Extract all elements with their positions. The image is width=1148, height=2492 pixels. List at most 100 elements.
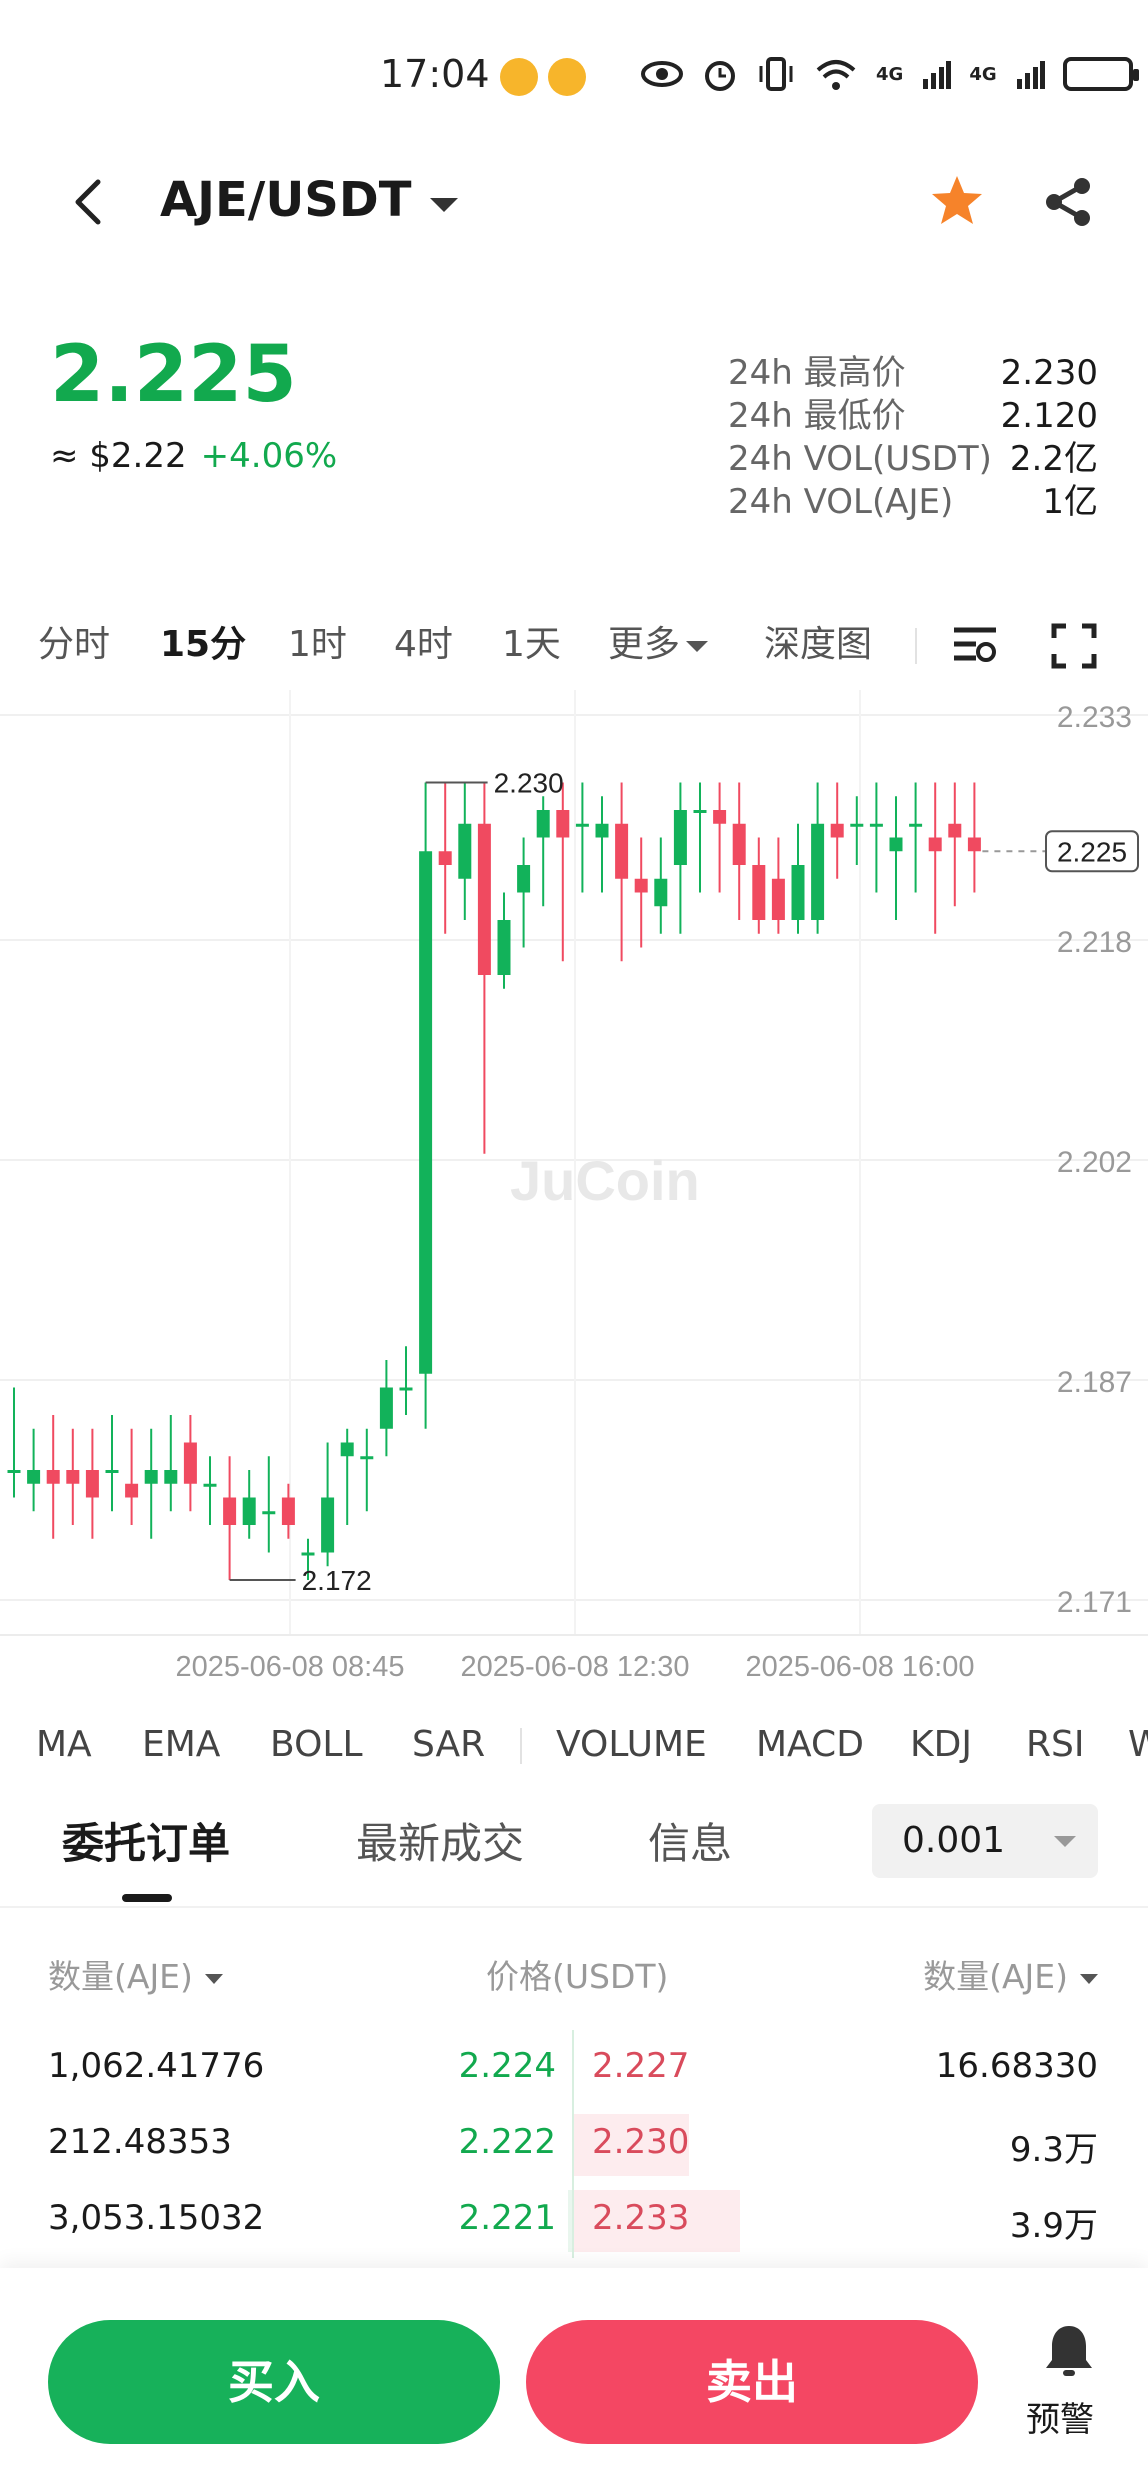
indicator-wr[interactable]: WR (1128, 1724, 1148, 1765)
candle-body (536, 810, 550, 838)
ask-qty-header[interactable]: 数量(AJE) (923, 1950, 1098, 1998)
stat-label: 24h VOL(USDT) (728, 439, 992, 479)
candle-body (830, 823, 844, 838)
sell-button[interactable]: 卖出 (526, 2320, 978, 2444)
interval-tab-1d[interactable]: 1天 (502, 624, 561, 665)
status-icons: 4G 4G (640, 56, 1139, 92)
candle-body (850, 823, 864, 827)
price-alert-button[interactable]: 预警 (1010, 2320, 1130, 2460)
y-tick-label: 2.202 (1057, 1146, 1132, 1179)
high-marker-label: 2.230 (494, 768, 564, 799)
candle-body (66, 1470, 80, 1484)
y-tick-label: 2.233 (1057, 701, 1132, 734)
pair-title[interactable]: AJE/USDT (160, 172, 412, 228)
y-tick-label: 2.187 (1057, 1366, 1132, 1399)
indicator-settings-icon[interactable] (950, 622, 1000, 668)
indicator-sar[interactable]: SAR (412, 1724, 486, 1765)
favorite-star-icon[interactable] (928, 172, 986, 230)
mid-divider (572, 2182, 574, 2258)
indicator-kdj[interactable]: KDJ (910, 1724, 972, 1765)
candle-body (556, 810, 570, 838)
last-price: 2.225 (50, 330, 297, 420)
battery-icon (1062, 57, 1139, 91)
current-price-tag (1045, 830, 1139, 873)
bid-depth-bar (568, 2190, 574, 2252)
interval-tab-1h[interactable]: 1时 (288, 624, 347, 665)
stat-value: 1亿 (1042, 482, 1098, 522)
interval-tab-15m[interactable]: 15分 (160, 624, 247, 665)
fullscreen-icon[interactable] (1050, 622, 1098, 670)
tab-order-book[interactable]: 委托订单 (62, 1819, 231, 1868)
bid-price: 2.224 (458, 2046, 556, 2086)
bid-qty-header-label: 数量(AJE) (48, 1957, 193, 1996)
candle-body (262, 1511, 276, 1515)
candle-body (144, 1470, 158, 1484)
divider (915, 628, 917, 664)
status-time: 17:04 (380, 52, 490, 96)
candle-body (203, 1483, 217, 1487)
candlestick-chart[interactable]: JuCoin 2.233 2.218 2.202 2.187 2.171 2025-06… (0, 690, 1148, 1690)
tab-latest-trades[interactable]: 最新成交 (356, 1819, 525, 1868)
alert-label: 预警 (1026, 2400, 1094, 2440)
ask-qty: 3.9万 (1009, 2206, 1098, 2246)
candle-body (27, 1470, 41, 1484)
interval-tab-depth[interactable]: 深度图 (764, 624, 873, 665)
bid-price: 2.222 (458, 2122, 556, 2162)
indicator-volume[interactable]: VOLUME (556, 1724, 707, 1765)
candles (7, 782, 981, 1580)
eye-icon (641, 61, 683, 87)
candle-body (575, 823, 589, 827)
stat-label: 24h 最低价 (728, 396, 906, 436)
candle-body (183, 1442, 197, 1484)
price-header: 价格(USDT) (486, 1957, 669, 1996)
mid-divider (572, 2030, 574, 2106)
y-axis: 2.233 2.218 2.202 2.187 2.171 (1057, 701, 1132, 1619)
tab-info[interactable]: 信息 (648, 1819, 733, 1868)
order-book-rows: 1,062.41776 2.224 2.227 16.68330 212.483… (0, 2030, 1148, 2258)
stat-label: 24h 最高价 (728, 353, 906, 393)
indicator-ma[interactable]: MA (36, 1724, 92, 1765)
candle-body (948, 823, 962, 838)
candle-body (458, 823, 472, 879)
indicator-macd[interactable]: MACD (756, 1724, 864, 1765)
bid-qty-header[interactable]: 数量(AJE) (48, 1950, 223, 1998)
interval-tab-timeline[interactable]: 分时 (38, 624, 111, 665)
x-tick-label: 2025-06-08 08:45 (176, 1651, 405, 1683)
candle-body (340, 1442, 354, 1457)
interval-tab-more[interactable]: 更多 (608, 610, 709, 680)
indicator-ema[interactable]: EMA (142, 1724, 221, 1765)
current-price-label: 2.225 (1057, 836, 1127, 867)
order-book-row[interactable]: 1,062.41776 2.224 2.227 16.68330 (0, 2030, 1148, 2106)
vibrate-icon (759, 57, 793, 91)
candle-body (928, 837, 942, 852)
share-icon[interactable] (1038, 172, 1098, 232)
indicator-rsi[interactable]: RSI (1026, 1724, 1085, 1765)
back-arrow-icon[interactable] (60, 172, 120, 232)
candle-body (105, 1470, 119, 1473)
candle-body (517, 865, 531, 893)
interval-more-label: 更多 (608, 624, 681, 665)
bell-icon (1046, 2326, 1092, 2376)
x-tick-label: 2025-06-08 12:30 (461, 1651, 690, 1683)
interval-tab-4h[interactable]: 4时 (394, 624, 453, 665)
candle-body (242, 1497, 256, 1525)
buy-button[interactable]: 买入 (48, 2320, 500, 2444)
candle-body (693, 810, 707, 813)
divider (520, 1728, 522, 1764)
y-tick-label: 2.171 (1057, 1586, 1132, 1619)
caret-down-icon (1080, 1973, 1098, 1984)
order-book-row[interactable]: 212.48353 2.222 2.230 9.3万 (0, 2106, 1148, 2182)
active-tab-indicator (122, 1894, 172, 1902)
indicator-boll[interactable]: BOLL (270, 1724, 363, 1765)
signal-bars-icon (923, 61, 952, 89)
stat-row: 24h 最高价 2.230 (728, 352, 1098, 395)
ask-price: 2.230 (592, 2122, 690, 2162)
low-marker-label: 2.172 (302, 1565, 372, 1596)
pair-dropdown-icon[interactable] (430, 198, 458, 212)
candle-body (164, 1470, 178, 1484)
stat-value: 2.230 (1000, 353, 1098, 393)
order-book-row[interactable]: 3,053.15032 2.221 2.233 3.9万 (0, 2182, 1148, 2258)
caret-down-icon (204, 1973, 223, 1984)
precision-select[interactable]: 0.001 (872, 1804, 1098, 1878)
candle-body (909, 823, 923, 827)
